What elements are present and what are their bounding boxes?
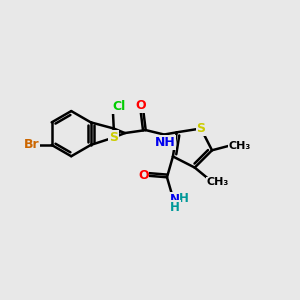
Text: H: H (170, 201, 180, 214)
Text: O: O (138, 169, 148, 182)
Text: H: H (179, 192, 189, 205)
Text: O: O (136, 99, 146, 112)
Text: S: S (196, 122, 206, 135)
Text: CH₃: CH₃ (229, 141, 251, 151)
Text: S: S (109, 131, 118, 144)
Text: CH₃: CH₃ (206, 177, 229, 188)
Text: NH: NH (155, 136, 176, 149)
Text: Cl: Cl (112, 100, 125, 113)
Text: N: N (170, 193, 180, 206)
Text: Br: Br (24, 138, 40, 152)
